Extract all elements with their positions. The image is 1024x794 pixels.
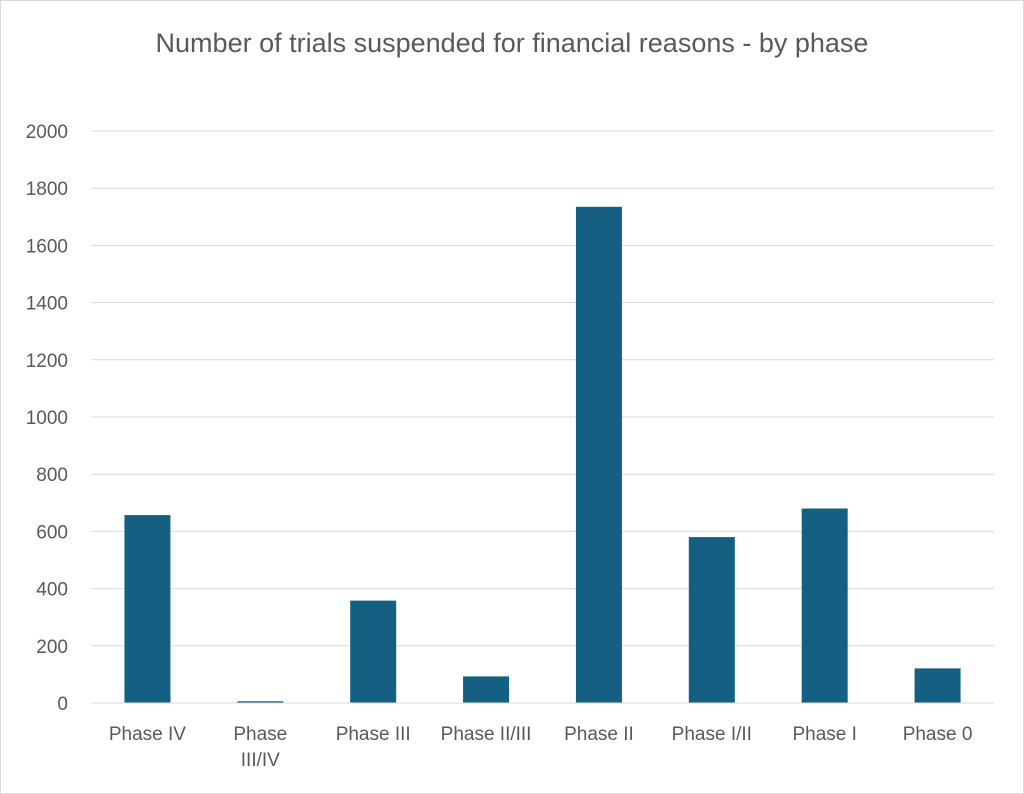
bar <box>575 206 622 704</box>
x-tick-label: Phase <box>233 724 287 745</box>
y-tick-label: 1400 <box>26 294 68 315</box>
y-tick-label: 1200 <box>26 351 68 372</box>
bar <box>463 676 510 703</box>
y-tick-label: 2000 <box>26 122 68 143</box>
x-tick-label: Phase IV <box>109 724 186 745</box>
x-tick-label: III/IV <box>241 750 280 771</box>
y-tick-label: 200 <box>36 637 68 658</box>
x-tick-label: Phase I <box>792 724 856 745</box>
x-tick-label: Phase I/II <box>672 724 752 745</box>
bar <box>801 508 848 703</box>
bar <box>124 515 171 703</box>
bar <box>914 668 961 703</box>
bars <box>124 206 961 704</box>
chart-title: Number of trials suspended for financial… <box>155 28 869 58</box>
x-tick-label: Phase III <box>336 724 411 745</box>
x-tick-label: Phase 0 <box>903 724 973 745</box>
x-tick-label: Phase II <box>564 724 634 745</box>
gridlines <box>91 130 994 647</box>
y-tick-label: 1600 <box>26 236 68 257</box>
y-tick-label: 1800 <box>26 179 68 200</box>
y-tick-label: 800 <box>36 465 68 486</box>
x-tick-label: Phase II/III <box>441 724 532 745</box>
bar <box>688 537 735 703</box>
y-tick-label: 1000 <box>26 408 68 429</box>
y-tick-label: 400 <box>36 580 68 601</box>
bar <box>237 701 284 703</box>
x-axis: Phase IV Phase III/IV Phase III Phase II/III… <box>91 702 994 771</box>
y-tick-label: 0 <box>57 694 68 715</box>
bar <box>350 600 397 703</box>
y-axis: 0 200 400 600 800 1000 1200 1400 1600 1800 2000 <box>26 122 68 715</box>
y-tick-label: 600 <box>36 522 68 543</box>
